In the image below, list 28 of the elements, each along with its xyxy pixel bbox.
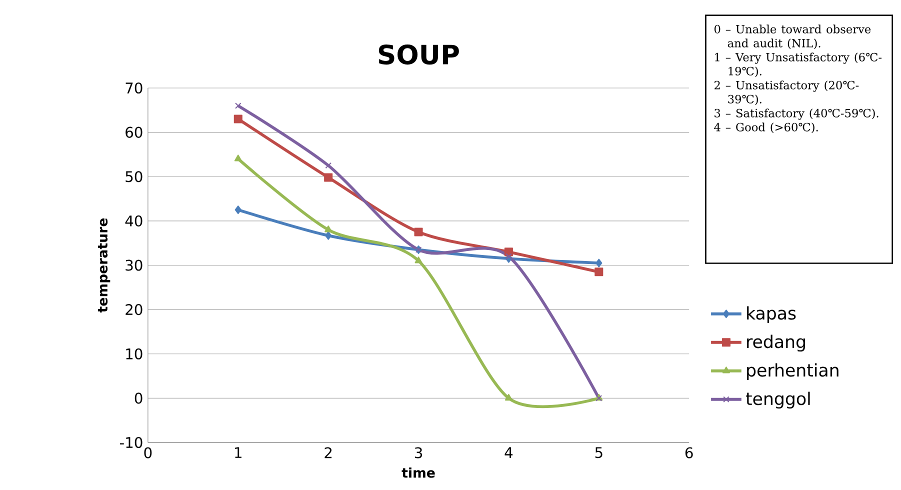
x-axis-title: time [402, 467, 435, 478]
legend-label: kapas [747, 306, 796, 323]
text: 4 – Good (>60℃). [714, 122, 818, 133]
y-tick-label: 10 [126, 348, 142, 360]
text: 3 – Satisfactory (40℃-59℃). [714, 108, 878, 120]
text: 2 – Unsatisfactory (20℃-39℃). [714, 80, 859, 105]
chart-title: SOUP [378, 44, 459, 64]
y-tick-label: 50 [126, 170, 142, 182]
text: 1 – Very Unsatisfactory (6℃-19℃). [715, 52, 882, 77]
y-tick-label: 60 [126, 126, 142, 138]
legend-label: redang [747, 334, 805, 352]
y-tick-label: 30 [126, 259, 142, 271]
x-tick-label: 5 [595, 446, 602, 458]
y-axis-title: temperature [98, 218, 110, 312]
x-tick-label: 4 [504, 446, 513, 458]
x-tick-label: 0 [144, 446, 152, 458]
x-tick-label: 2 [324, 446, 332, 458]
y-tick-label: 20 [126, 304, 142, 315]
y-tick-label: 0 [134, 392, 142, 404]
x-tick-label: 6 [685, 446, 693, 458]
text: 0 – Unable toward observe and audit (NIL). [714, 24, 871, 49]
legend-label: tenggol [746, 392, 810, 408]
y-tick-label: 70 [126, 82, 142, 94]
x-tick-label: 3 [414, 446, 422, 458]
y-tick-label: -10 [120, 436, 142, 448]
x-tick-label: 1 [235, 446, 242, 458]
legend-label: perhentian [747, 363, 838, 380]
y-tick-label: 40 [125, 215, 142, 226]
